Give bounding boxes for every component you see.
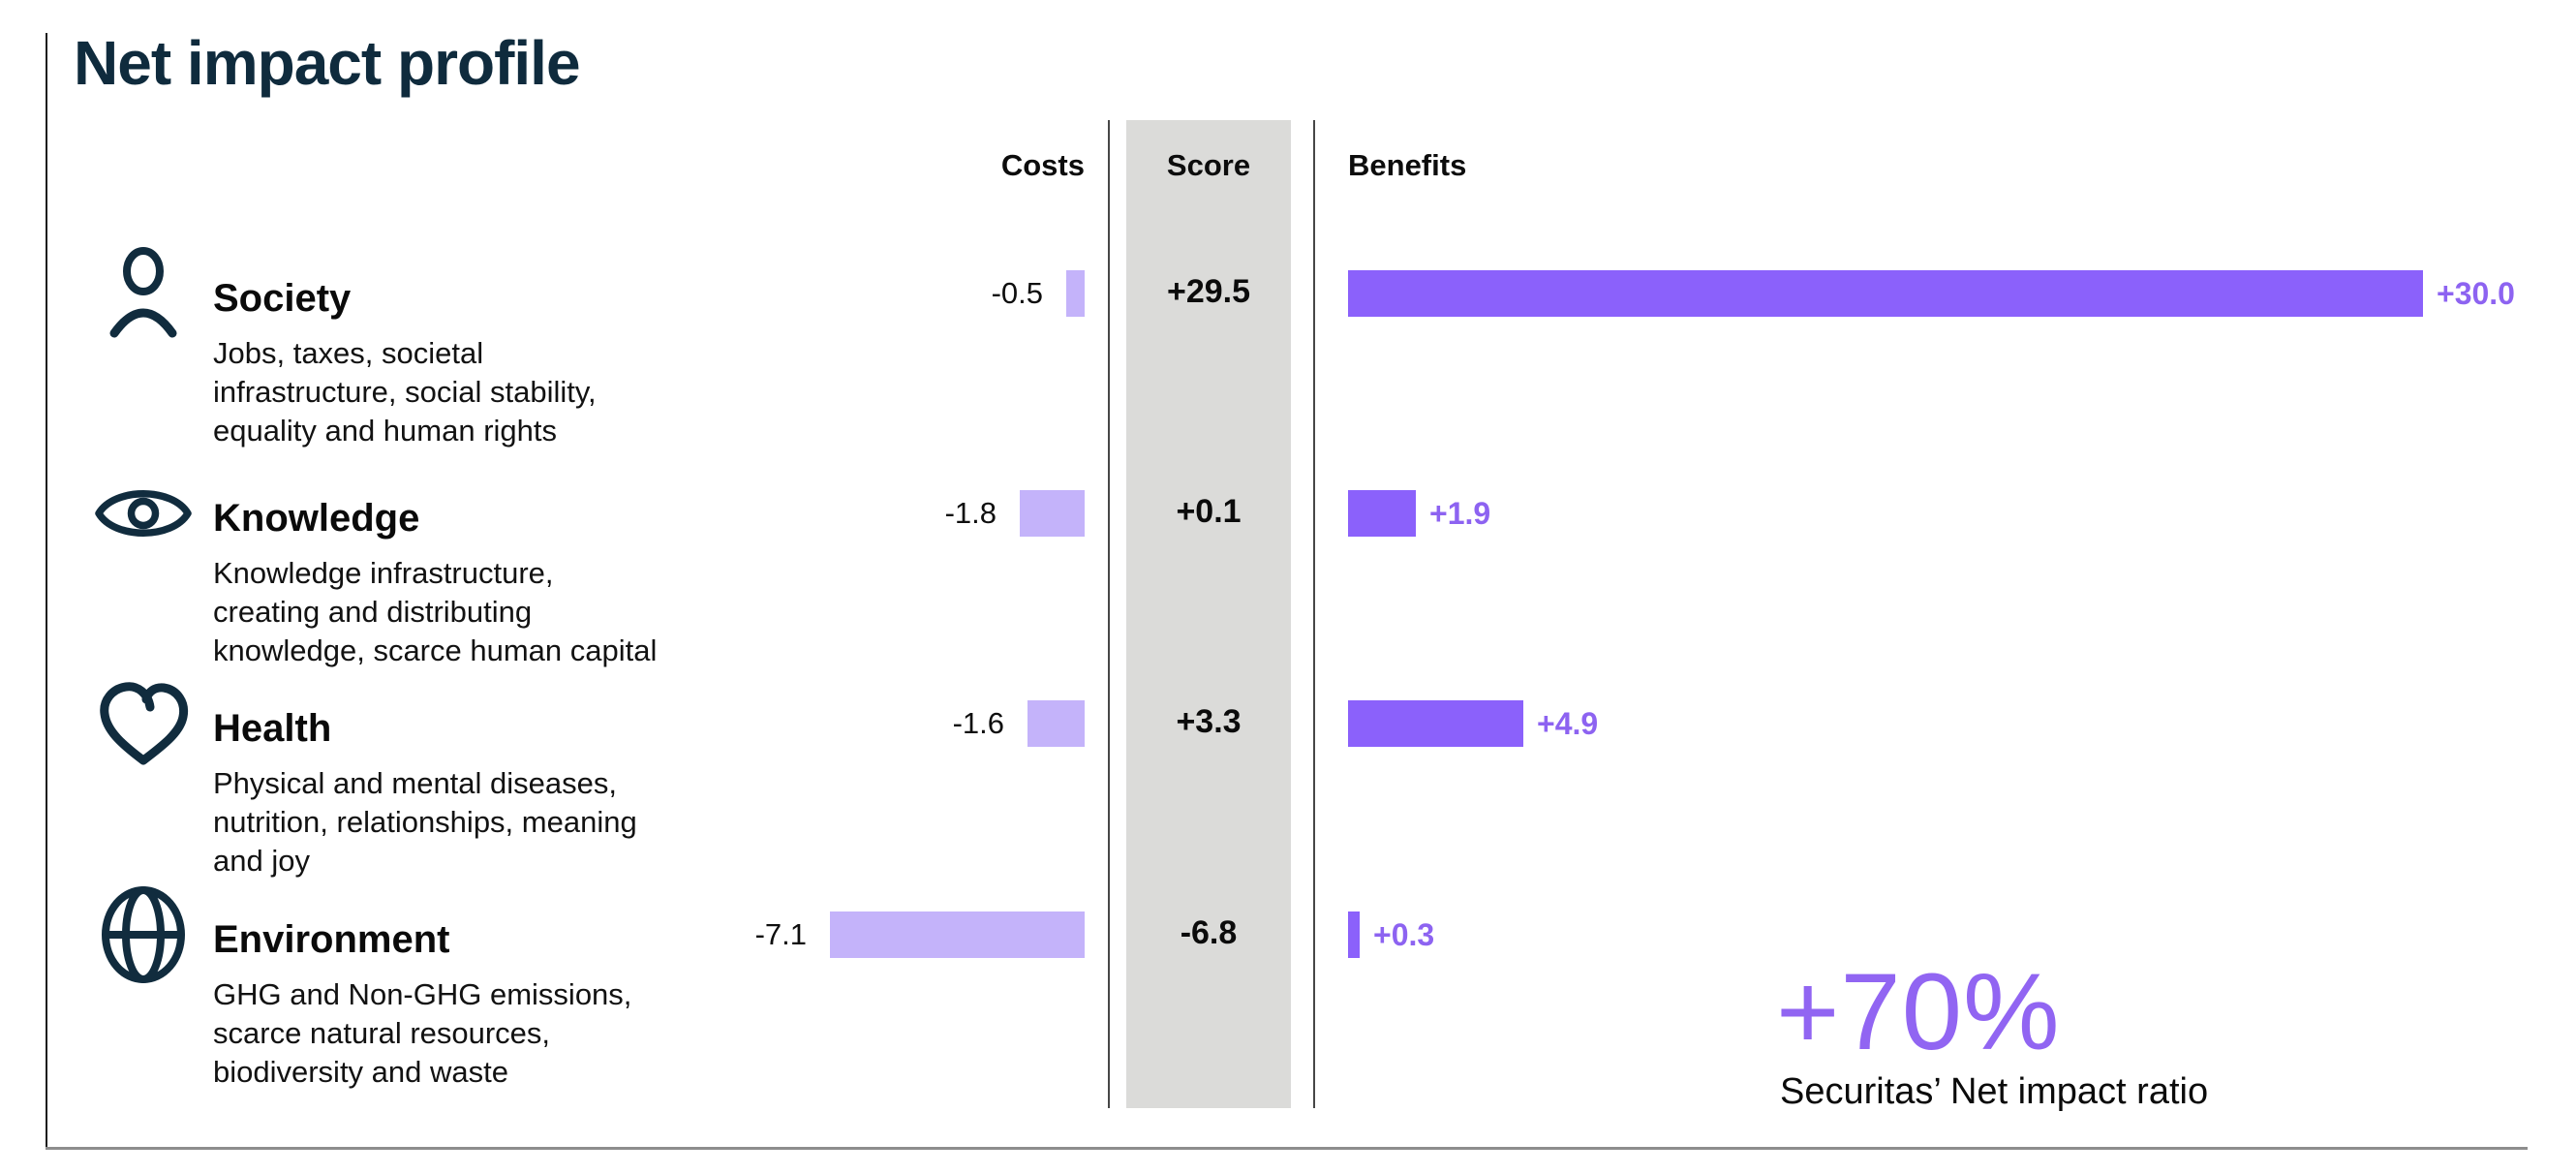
score-column-right-divider — [1313, 120, 1315, 1108]
page-title: Net impact profile — [74, 28, 581, 98]
net-impact-ratio-label: Securitas’ Net impact ratio — [1780, 1071, 2209, 1112]
cost-value-label: -1.8 — [944, 496, 997, 530]
score-column-left-divider — [1108, 120, 1110, 1108]
score-column-background — [1126, 120, 1291, 1108]
benefit-bar — [1348, 700, 1523, 747]
globe-icon — [89, 884, 198, 985]
cost-value-label: -1.6 — [952, 706, 1004, 740]
benefit-bar-group: +1.9 — [1348, 490, 1490, 537]
category-description: Jobs, taxes, societal infrastructure, so… — [213, 336, 597, 448]
category-name: Knowledge — [213, 497, 420, 540]
cost-bar-group: -1.6 — [953, 700, 1085, 747]
bottom-border-line — [46, 1147, 2528, 1150]
benefit-bar-group: +4.9 — [1348, 700, 1598, 747]
benefit-value-label: +4.9 — [1537, 705, 1599, 741]
category-description: Knowledge infrastructure, creating and d… — [213, 556, 658, 667]
heart-icon — [89, 673, 198, 774]
cost-bar — [1066, 270, 1085, 317]
cost-value-label: -7.1 — [754, 917, 807, 951]
score-value: +29.5 — [1166, 273, 1251, 310]
score-value: +3.3 — [1176, 703, 1242, 740]
cost-bar — [830, 911, 1085, 958]
cost-bar — [1020, 490, 1085, 537]
category-name: Society — [213, 277, 352, 320]
person-icon — [89, 243, 198, 344]
benefit-bar-group: +30.0 — [1348, 270, 2515, 317]
category-description: Physical and mental diseases, nutrition,… — [213, 766, 637, 878]
cost-bar-group: -0.5 — [992, 270, 1085, 317]
benefit-value-label: +0.3 — [1373, 916, 1435, 952]
cost-bar — [1027, 700, 1085, 747]
benefits-column-header: Benefits — [1348, 148, 1467, 182]
left-border-line — [46, 33, 47, 1149]
category-description: GHG and Non-GHG emissions, scarce natura… — [213, 977, 632, 1089]
benefit-bar-group: +0.3 — [1348, 911, 1434, 958]
benefit-value-label: +30.0 — [2437, 275, 2515, 311]
costs-column-header: Costs — [1000, 148, 1085, 182]
score-value: +0.1 — [1176, 493, 1242, 530]
benefit-bar — [1348, 490, 1416, 537]
cost-bar-group: -7.1 — [755, 911, 1085, 958]
score-column-header: Score — [1166, 148, 1251, 182]
cost-value-label: -0.5 — [991, 276, 1043, 310]
category-name: Health — [213, 707, 332, 750]
benefit-bar — [1348, 270, 2423, 317]
benefit-value-label: +1.9 — [1429, 495, 1491, 531]
score-value: -6.8 — [1180, 914, 1238, 951]
category-name: Environment — [213, 918, 450, 961]
eye-icon — [89, 463, 198, 564]
benefit-bar — [1348, 911, 1360, 958]
cost-bar-group: -1.8 — [945, 490, 1085, 537]
net-impact-ratio-value: +70% — [1776, 951, 2061, 1072]
